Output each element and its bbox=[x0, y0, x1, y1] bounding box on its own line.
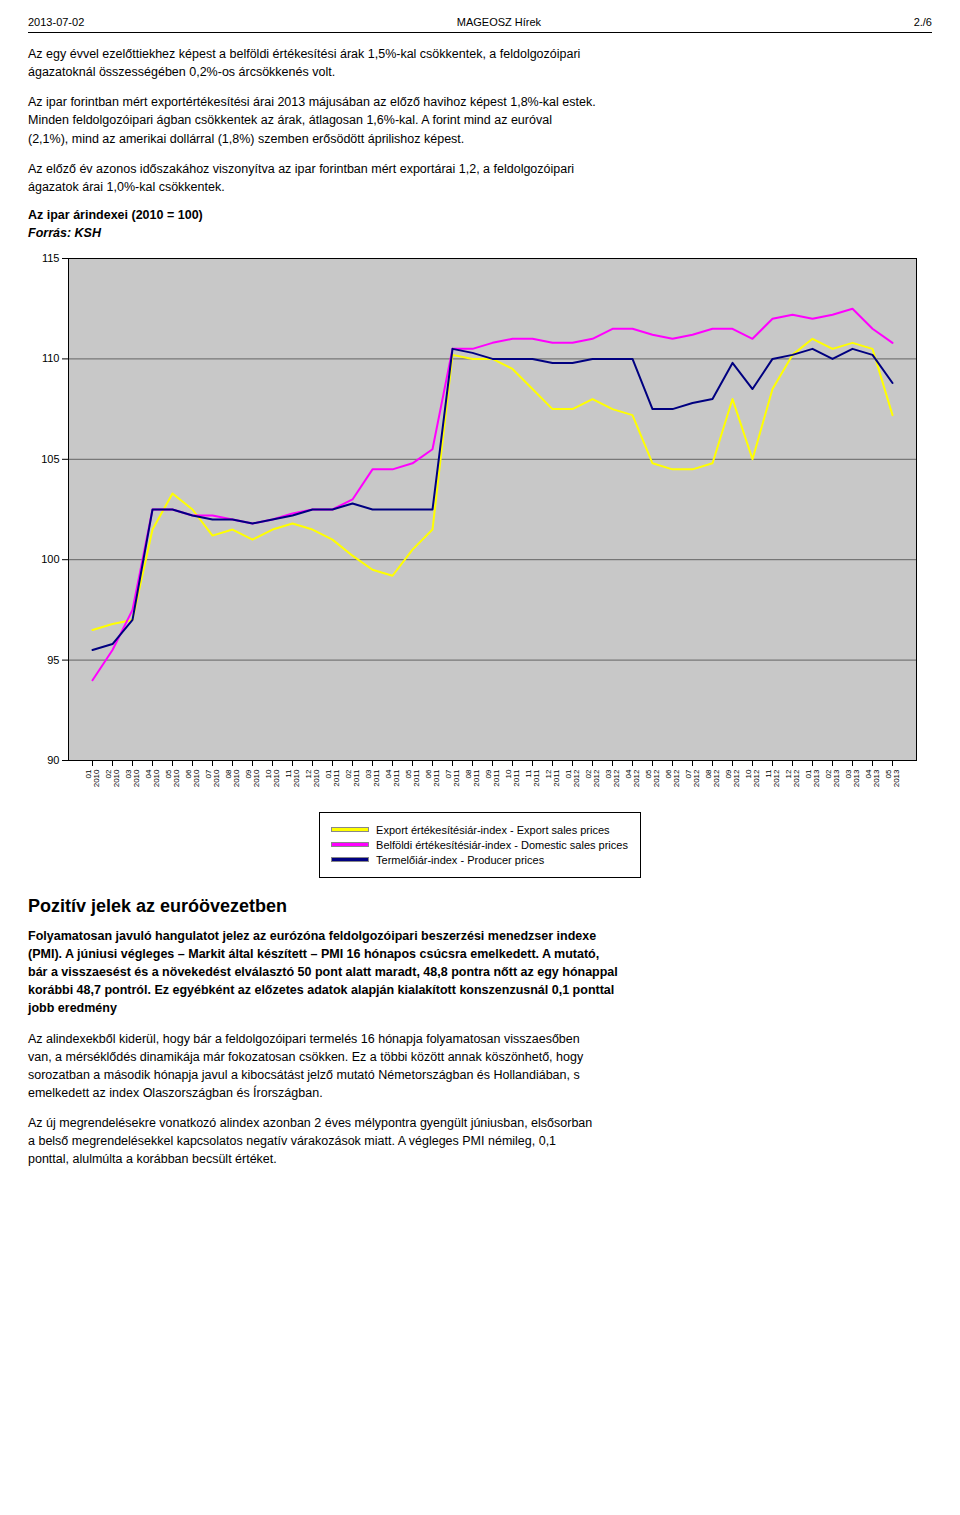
svg-text:072012: 072012 bbox=[684, 769, 701, 787]
svg-text:022013: 022013 bbox=[824, 769, 841, 787]
svg-text:122011: 122011 bbox=[544, 769, 561, 787]
svg-text:022010: 022010 bbox=[104, 769, 121, 787]
svg-text:092010: 092010 bbox=[244, 769, 261, 787]
svg-text:062011: 062011 bbox=[424, 769, 441, 787]
svg-text:082010: 082010 bbox=[224, 769, 241, 787]
html-text:2013-07-02: 2013-07-02 bbox=[28, 16, 85, 28]
svg-text:102010: 102010 bbox=[264, 769, 281, 787]
svg-text:052010: 052010 bbox=[164, 769, 181, 787]
svg-text:012011: 012011 bbox=[324, 769, 341, 787]
html-text:Az előző év azonos időszakához: Az előző év azonos időszakához viszonyít… bbox=[28, 161, 575, 194]
svg-text:072010: 072010 bbox=[204, 769, 221, 787]
svg-text:082012: 082012 bbox=[704, 769, 721, 787]
svg-text:052013: 052013 bbox=[884, 769, 901, 787]
svg-text:112010: 112010 bbox=[284, 769, 301, 787]
svg-text:042011: 042011 bbox=[384, 769, 401, 787]
svg-text:042013: 042013 bbox=[864, 769, 881, 787]
svg-text:110: 110 bbox=[42, 352, 60, 364]
svg-text:092011: 092011 bbox=[484, 769, 501, 787]
html-text:Folyamatosan javuló hangulatot: Folyamatosan javuló hangulatot jelez az … bbox=[28, 928, 618, 1016]
svg-text:022011: 022011 bbox=[344, 769, 361, 787]
svg-text:100: 100 bbox=[41, 553, 59, 565]
svg-text:95: 95 bbox=[47, 653, 59, 665]
svg-text:012013: 012013 bbox=[804, 769, 821, 787]
svg-text:042012: 042012 bbox=[624, 769, 641, 787]
html-text:Termelőiár-index - Producer pr: Termelőiár-index - Producer prices bbox=[376, 853, 545, 866]
html-text:Pozitív jelek az euróövezetben: Pozitív jelek az euróövezetben bbox=[28, 895, 288, 916]
html-text:Az egy évvel ezelőttiekhez kép: Az egy évvel ezelőttiekhez képest a belf… bbox=[28, 47, 581, 80]
svg-text:032012: 032012 bbox=[604, 769, 621, 787]
svg-text:022012: 022012 bbox=[584, 769, 601, 787]
svg-text:012010: 012010 bbox=[84, 769, 101, 787]
svg-text:062012: 062012 bbox=[664, 769, 681, 787]
svg-text:115: 115 bbox=[42, 252, 60, 264]
svg-text:072011: 072011 bbox=[444, 769, 461, 787]
svg-text:052012: 052012 bbox=[644, 769, 661, 787]
html-text:Belföldi értékesítésiár-index: Belföldi értékesítésiár-index - Domestic… bbox=[376, 838, 628, 851]
svg-text:032010: 032010 bbox=[124, 769, 141, 787]
html-text:Az ipar árindexei (2010 = 100): Az ipar árindexei (2010 = 100) bbox=[28, 207, 203, 222]
svg-text:052011: 052011 bbox=[404, 769, 421, 787]
svg-text:90: 90 bbox=[47, 754, 59, 766]
html-text:MAGEOSZ Hírek: MAGEOSZ Hírek bbox=[456, 16, 542, 28]
html-text:Az ipar forintban mért exporté: Az ipar forintban mért exportértékesítés… bbox=[28, 95, 596, 146]
html-text:Export értékesítésiár-index -: Export értékesítésiár-index - Export sal… bbox=[376, 823, 610, 836]
html-text:Forrás: KSH: Forrás: KSH bbox=[28, 225, 101, 240]
svg-text:062010: 062010 bbox=[184, 769, 201, 787]
svg-text:122010: 122010 bbox=[304, 769, 321, 787]
svg-text:102011: 102011 bbox=[504, 769, 521, 787]
html-text:2./6: 2./6 bbox=[913, 16, 932, 28]
svg-text:105: 105 bbox=[41, 453, 59, 465]
svg-text:122012: 122012 bbox=[784, 769, 801, 787]
svg-text:042010: 042010 bbox=[144, 769, 161, 787]
svg-text:082011: 082011 bbox=[464, 769, 481, 787]
svg-text:032011: 032011 bbox=[364, 769, 381, 787]
svg-text:092012: 092012 bbox=[724, 769, 741, 787]
html-text:Az alindexekből kiderül, hogy: Az alindexekből kiderül, hogy bár a feld… bbox=[28, 1031, 584, 1100]
svg-text:102012: 102012 bbox=[744, 769, 761, 787]
svg-text:112012: 112012 bbox=[764, 769, 781, 787]
html-text:Az új megrendelésekre vonatkoz: Az új megrendelésekre vonatkozó alindex … bbox=[28, 1116, 593, 1167]
svg-text:012012: 012012 bbox=[564, 769, 581, 787]
svg-text:032013: 032013 bbox=[844, 769, 861, 787]
svg-text:112011: 112011 bbox=[524, 769, 541, 787]
